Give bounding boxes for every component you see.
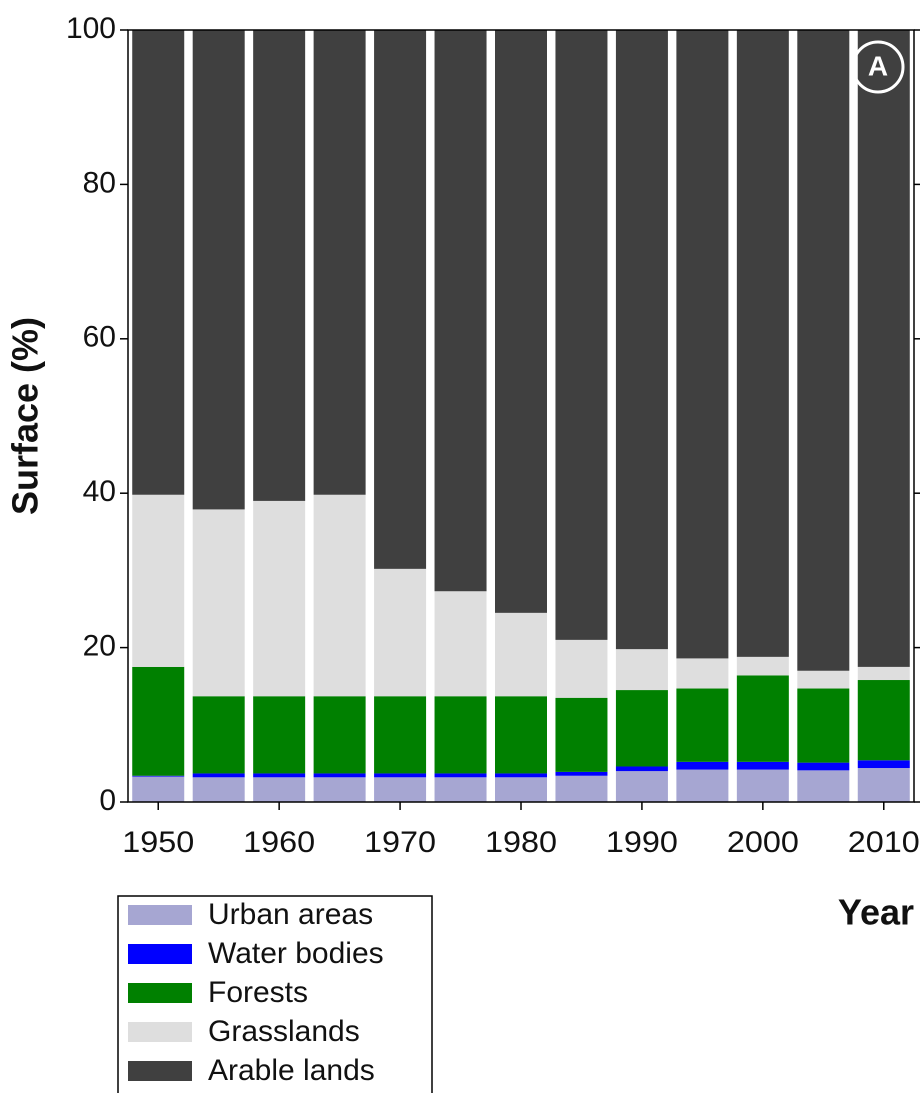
bar-segment (132, 776, 185, 802)
bar-segment (676, 761, 729, 770)
bar-segment (192, 773, 245, 778)
legend-label: Urban areas (208, 898, 373, 931)
annotation: A (868, 50, 888, 81)
legend-swatch (128, 1022, 192, 1042)
legend-label: Grasslands (208, 1015, 360, 1048)
bar-segment (857, 666, 910, 681)
y-tick-label: 0 (99, 784, 116, 817)
x-tick-label: 1960 (243, 826, 315, 859)
annotation-circle (851, 40, 905, 94)
bar-segment (434, 591, 487, 697)
bar-segment (313, 696, 366, 774)
bar-segment (313, 494, 366, 697)
bar-segment (192, 777, 245, 802)
bar-segment (495, 696, 547, 774)
bar-segment (555, 639, 608, 698)
x-tick-label: 1950 (122, 826, 194, 859)
bar-segment (797, 688, 850, 763)
bar-segment (857, 760, 910, 769)
bar-segment (434, 696, 487, 774)
bar-segment (374, 773, 427, 778)
bar-segment (676, 30, 729, 659)
y-axis-label: Surface (%) (5, 317, 46, 515)
y-tick-label: 60 (83, 321, 116, 354)
bar-segment (676, 688, 729, 762)
x-axis-label: Year (838, 892, 914, 933)
legend-label: Water bodies (208, 937, 384, 970)
bar-segment (132, 775, 185, 777)
bar-segment (797, 670, 850, 689)
bar-segment (495, 612, 547, 697)
bar-segment (192, 696, 245, 774)
bar-segment (736, 675, 789, 762)
legend-label: Arable lands (208, 1054, 375, 1087)
bar-segment (857, 768, 910, 802)
x-tick-label: 2000 (727, 826, 799, 859)
bar-segment (434, 30, 487, 592)
bar-segment (495, 773, 547, 778)
bar-segment (192, 30, 245, 510)
bar-segment (253, 500, 306, 697)
bar-segment (374, 696, 427, 774)
legend-label: Forests (208, 976, 308, 1009)
bar-segment (192, 509, 245, 697)
bar-segment (615, 771, 668, 802)
bar-segment (555, 697, 608, 772)
bar-segment (857, 680, 910, 761)
bar-segment (253, 30, 306, 501)
bar-segment (253, 696, 306, 774)
x-tick-label: 1990 (606, 826, 678, 859)
y-tick-label: 40 (83, 475, 116, 508)
y-tick-label: 20 (83, 630, 116, 663)
x-tick-label: 1970 (364, 826, 436, 859)
bar-segment (555, 775, 608, 802)
bar-segment (132, 666, 185, 776)
bar-segment (736, 769, 789, 802)
bar-segment (374, 568, 427, 697)
bar-segment (797, 762, 850, 771)
bar-segment (615, 649, 668, 691)
bar-segment (857, 30, 910, 667)
bar-segment (374, 777, 427, 802)
bar-segment (736, 30, 789, 657)
bar-segment (374, 30, 427, 569)
bar-segment (434, 773, 487, 778)
bar-segment (797, 770, 850, 802)
bar-segment (615, 690, 668, 767)
bar-segment (615, 30, 668, 650)
bar-segment (495, 30, 547, 613)
bar-segment (495, 777, 547, 802)
bar-segment (676, 769, 729, 802)
bar-segment (313, 777, 366, 802)
bar-segment (313, 773, 366, 778)
bar-segment (555, 771, 608, 776)
bar-segment (313, 30, 366, 495)
bar-segment (253, 773, 306, 778)
legend-swatch (128, 983, 192, 1003)
legend-swatch (128, 905, 192, 925)
legend-swatch (128, 944, 192, 964)
legend-swatch (128, 1061, 192, 1081)
bar-segment (434, 777, 487, 802)
bar-segment (797, 30, 850, 671)
bar-segment (736, 761, 789, 770)
x-tick-label: 2010 (848, 826, 920, 859)
bar-segment (736, 656, 789, 676)
y-tick-label: 80 (83, 166, 116, 199)
bar-segment (676, 658, 729, 689)
y-tick-label: 100 (66, 12, 116, 45)
bar-segment (132, 494, 185, 667)
bar-segment (253, 777, 306, 802)
bar-segment (615, 766, 668, 772)
bar-segment (132, 30, 185, 495)
bar-segment (555, 30, 608, 640)
x-tick-label: 1980 (485, 826, 557, 859)
